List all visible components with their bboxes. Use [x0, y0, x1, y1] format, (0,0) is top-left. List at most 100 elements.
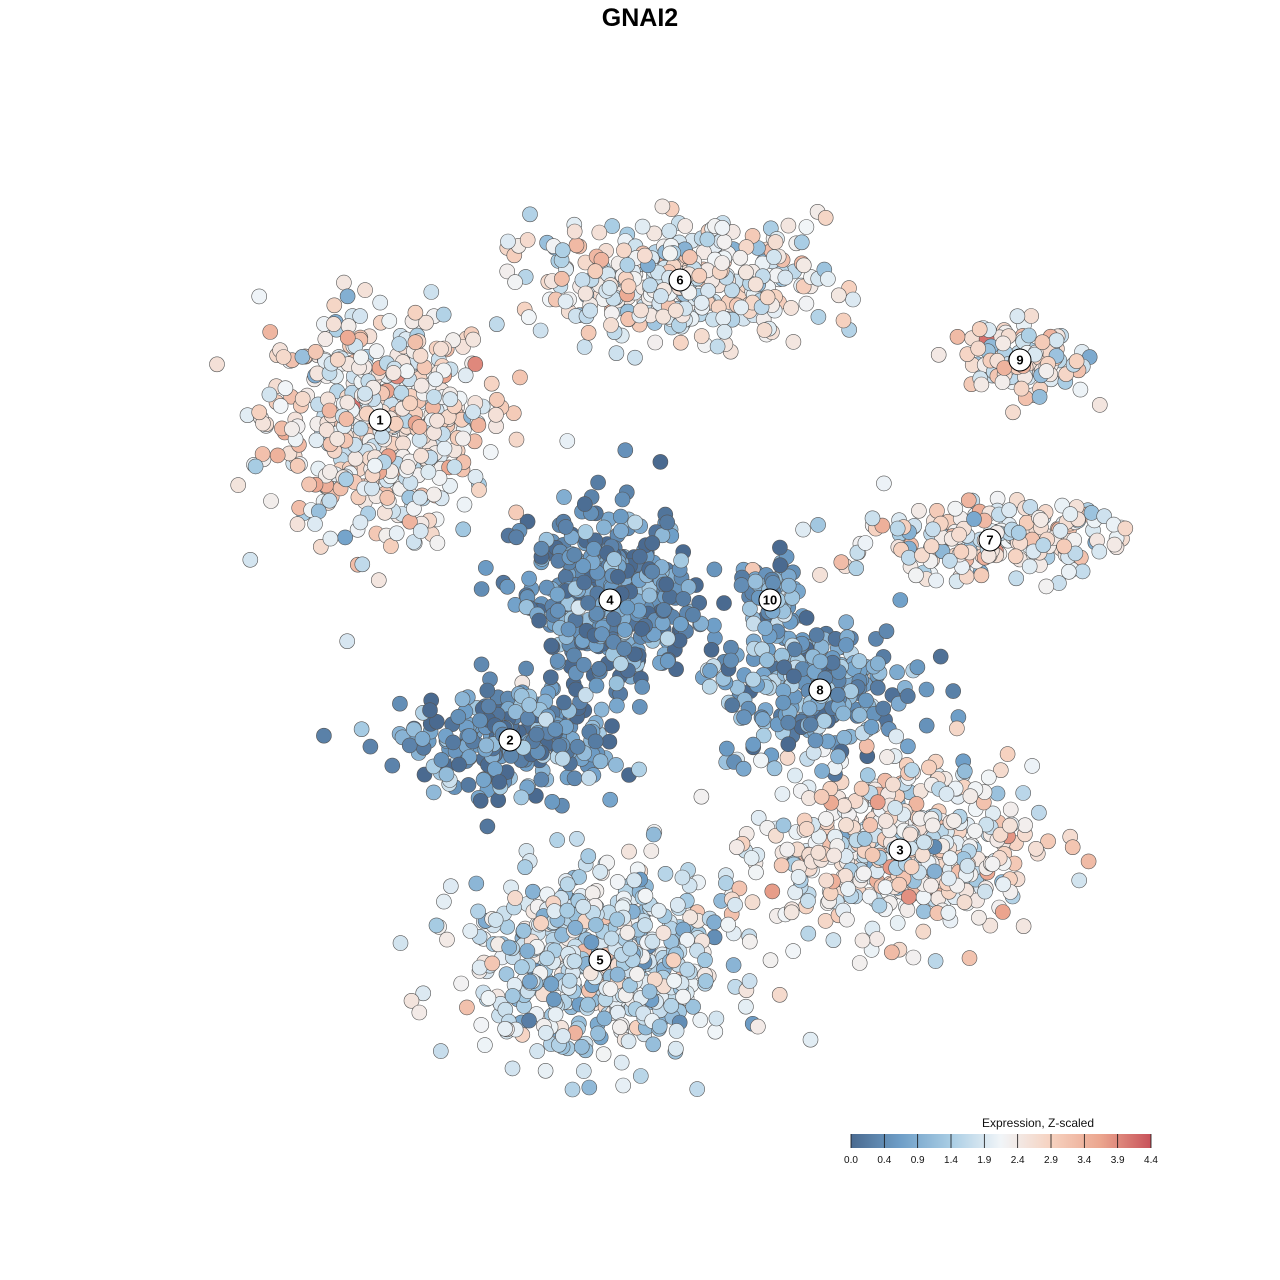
data-point — [674, 869, 691, 886]
data-point — [610, 568, 626, 585]
data-point — [367, 457, 383, 474]
data-point — [634, 218, 651, 235]
data-point — [609, 966, 626, 983]
data-point — [269, 447, 286, 464]
data-point — [637, 917, 653, 934]
data-point — [903, 859, 920, 875]
data-point — [465, 331, 482, 348]
data-point — [869, 931, 885, 947]
data-point — [659, 630, 676, 647]
data-point — [924, 817, 941, 834]
data-point — [941, 552, 958, 569]
data-point — [1038, 363, 1055, 379]
data-point — [575, 558, 591, 574]
data-point — [442, 391, 459, 408]
data-point — [357, 385, 373, 402]
data-point — [743, 850, 760, 866]
data-point — [1074, 563, 1091, 580]
data-point — [798, 610, 815, 626]
data-point — [995, 335, 1011, 352]
data-point — [795, 521, 811, 538]
data-point — [403, 992, 420, 1009]
data-point — [766, 249, 782, 265]
data-point — [411, 419, 428, 435]
data-point — [567, 920, 584, 936]
data-point — [857, 535, 874, 551]
cluster-label-6: 6 — [668, 268, 692, 292]
data-point — [423, 284, 440, 300]
data-point — [759, 652, 775, 669]
data-point — [442, 878, 459, 895]
data-point — [830, 287, 847, 304]
data-point — [885, 776, 901, 793]
data-point — [504, 1060, 521, 1077]
data-point — [801, 700, 818, 717]
data-point — [590, 1025, 606, 1042]
data-point — [609, 874, 626, 890]
data-point — [1064, 839, 1081, 856]
data-point — [807, 732, 824, 749]
data-point — [499, 578, 516, 595]
data-point — [668, 1023, 685, 1039]
data-point — [391, 336, 408, 352]
data-point — [601, 280, 618, 296]
data-point — [921, 759, 937, 776]
data-point — [700, 282, 717, 299]
data-point — [445, 734, 461, 751]
data-point — [675, 591, 692, 607]
data-point — [566, 953, 583, 970]
data-point — [960, 492, 977, 509]
data-point — [951, 526, 967, 543]
data-point — [685, 998, 701, 1015]
data-point — [566, 223, 583, 240]
data-point — [802, 716, 819, 733]
data-point — [756, 322, 773, 338]
data-point — [467, 468, 484, 485]
data-point — [588, 677, 605, 694]
data-point — [616, 242, 632, 259]
data-point — [716, 234, 733, 250]
data-point — [1017, 817, 1033, 834]
data-point — [795, 257, 812, 274]
data-point — [984, 856, 1001, 872]
data-point — [325, 316, 342, 332]
data-point — [1007, 548, 1024, 565]
cluster-badge — [1008, 348, 1032, 372]
data-point — [289, 516, 306, 532]
data-point — [741, 933, 758, 950]
data-point — [532, 322, 549, 339]
data-point — [1052, 522, 1069, 539]
cluster-label-9: 9 — [1008, 348, 1032, 372]
data-point — [453, 975, 470, 992]
data-point — [383, 538, 399, 554]
data-point — [480, 990, 497, 1006]
data-point — [353, 349, 369, 366]
data-point — [608, 345, 625, 362]
data-point — [407, 334, 424, 351]
cluster-label-text: 4 — [606, 593, 614, 608]
data-point — [487, 761, 503, 777]
data-point — [515, 922, 532, 939]
data-point — [709, 338, 726, 355]
data-point — [251, 404, 268, 421]
data-point — [766, 760, 783, 777]
data-point — [863, 719, 880, 735]
data-point — [864, 847, 881, 863]
data-point — [887, 800, 904, 816]
data-point — [856, 830, 873, 847]
data-point — [247, 458, 264, 475]
data-point — [473, 1017, 490, 1033]
data-point — [956, 894, 973, 911]
data-point — [923, 538, 940, 555]
data-point — [498, 966, 515, 983]
data-point — [489, 391, 505, 408]
data-point — [652, 454, 669, 470]
data-point — [546, 991, 562, 1008]
data-point — [549, 653, 566, 669]
data-point — [753, 752, 769, 769]
data-point — [892, 592, 909, 608]
data-point — [518, 599, 535, 616]
data-point — [836, 797, 852, 814]
data-point — [460, 777, 477, 793]
data-point — [932, 648, 949, 665]
